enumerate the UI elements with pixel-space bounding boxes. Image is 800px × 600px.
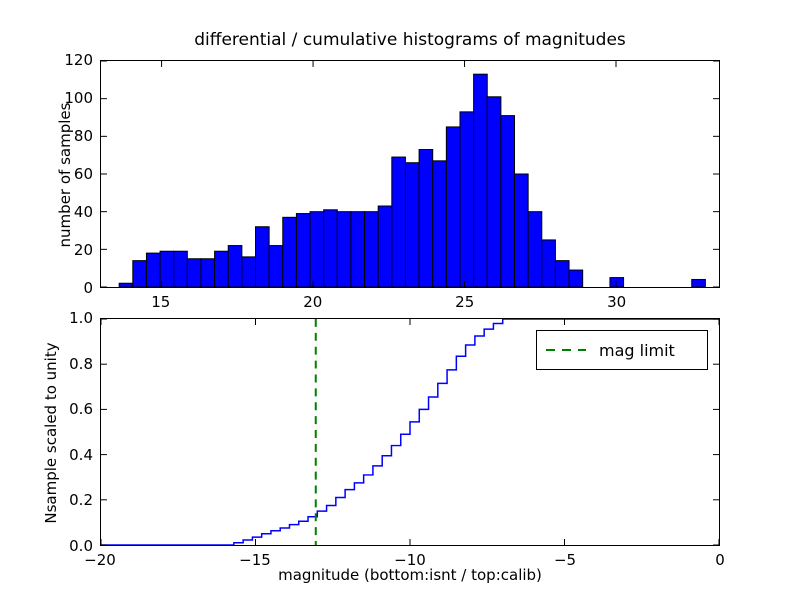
bottom-x-tick--10: −10 bbox=[394, 551, 426, 569]
figure-title: differential / cumulative histograms of … bbox=[194, 30, 626, 50]
bottom-y-tick-0.0: 0.0 bbox=[69, 537, 93, 555]
cumulative-histogram-plot bbox=[101, 319, 719, 545]
histogram-bar bbox=[391, 156, 406, 287]
histogram-bar bbox=[173, 250, 188, 287]
histogram-bar bbox=[118, 282, 134, 287]
histogram-bar bbox=[554, 260, 570, 287]
histogram-bar bbox=[282, 216, 297, 287]
legend-label-mag-limit: mag limit bbox=[599, 340, 675, 360]
top-y-tick-60: 60 bbox=[73, 165, 93, 183]
top-y-tick-0: 0 bbox=[83, 279, 93, 297]
histogram-bar bbox=[691, 278, 706, 287]
differential-histogram-plot bbox=[101, 61, 719, 287]
histogram-bar bbox=[214, 250, 229, 287]
top-x-tick-25: 25 bbox=[455, 293, 475, 311]
histogram-bar bbox=[309, 211, 325, 287]
histogram-bar bbox=[486, 96, 502, 287]
bottom-x-tick-0: 0 bbox=[715, 551, 725, 569]
differential-histogram-axes bbox=[100, 60, 720, 288]
mag-limit-line-icon bbox=[546, 349, 586, 351]
legend: mag limit bbox=[536, 330, 708, 370]
histogram-bar bbox=[473, 73, 488, 287]
histogram-bar bbox=[514, 173, 529, 287]
histogram-bar bbox=[418, 149, 434, 287]
histogram-bar bbox=[132, 260, 147, 287]
bottom-x-tick--20: −20 bbox=[84, 551, 116, 569]
histogram-bar bbox=[459, 111, 475, 287]
bottom-y-tick-0.8: 0.8 bbox=[69, 354, 93, 373]
top-y-tick-100: 100 bbox=[64, 89, 93, 107]
bottom-y-tick-0.2: 0.2 bbox=[69, 491, 93, 510]
bottom-tick-marks bbox=[101, 319, 719, 545]
bottom-y-tick-0.4: 0.4 bbox=[69, 445, 93, 464]
histogram-bar bbox=[336, 211, 352, 287]
histogram-bar bbox=[241, 256, 256, 287]
histogram-bars bbox=[118, 73, 706, 287]
histogram-bar bbox=[255, 226, 270, 287]
top-x-tick-20: 20 bbox=[303, 293, 323, 311]
histogram-bar bbox=[404, 162, 420, 287]
histogram-bar bbox=[295, 213, 311, 287]
x-axis-label: magnitude (bottom:isnt / top:calib) bbox=[278, 566, 542, 584]
cumulative-step-line bbox=[101, 319, 719, 545]
histogram-bar bbox=[145, 252, 161, 287]
histogram-bar bbox=[364, 211, 379, 287]
bottom-x-tick--5: −5 bbox=[553, 551, 577, 569]
top-y-tick-120: 120 bbox=[64, 51, 93, 69]
histogram-bar bbox=[323, 209, 338, 287]
histogram-bar bbox=[527, 211, 543, 287]
histogram-bar bbox=[432, 160, 447, 287]
top-x-tick-30: 30 bbox=[607, 293, 627, 311]
histogram-bar bbox=[568, 269, 584, 287]
histogram-bar bbox=[186, 258, 202, 287]
histogram-bar bbox=[159, 250, 175, 287]
bottom-x-tick--15: −15 bbox=[239, 551, 271, 569]
histogram-bar bbox=[500, 115, 516, 287]
histogram-bar bbox=[445, 126, 461, 287]
histogram-bar bbox=[609, 277, 625, 287]
bottom-y-tick-1.0: 1.0 bbox=[69, 309, 93, 327]
top-y-tick-20: 20 bbox=[73, 241, 93, 259]
histogram-bar bbox=[377, 205, 393, 287]
histogram-bar bbox=[227, 245, 243, 287]
top-tick-marks bbox=[101, 61, 719, 287]
bottom-y-axis-label: Nsample scaled to unity bbox=[42, 342, 60, 524]
histogram-bar bbox=[268, 245, 284, 287]
histogram-bar bbox=[350, 211, 366, 287]
bottom-y-tick-0.6: 0.6 bbox=[69, 400, 93, 419]
top-y-tick-40: 40 bbox=[73, 203, 93, 221]
top-y-tick-80: 80 bbox=[73, 127, 93, 145]
top-x-tick-15: 15 bbox=[151, 293, 171, 311]
histogram-bar bbox=[200, 258, 216, 287]
histogram-bar bbox=[541, 239, 556, 287]
